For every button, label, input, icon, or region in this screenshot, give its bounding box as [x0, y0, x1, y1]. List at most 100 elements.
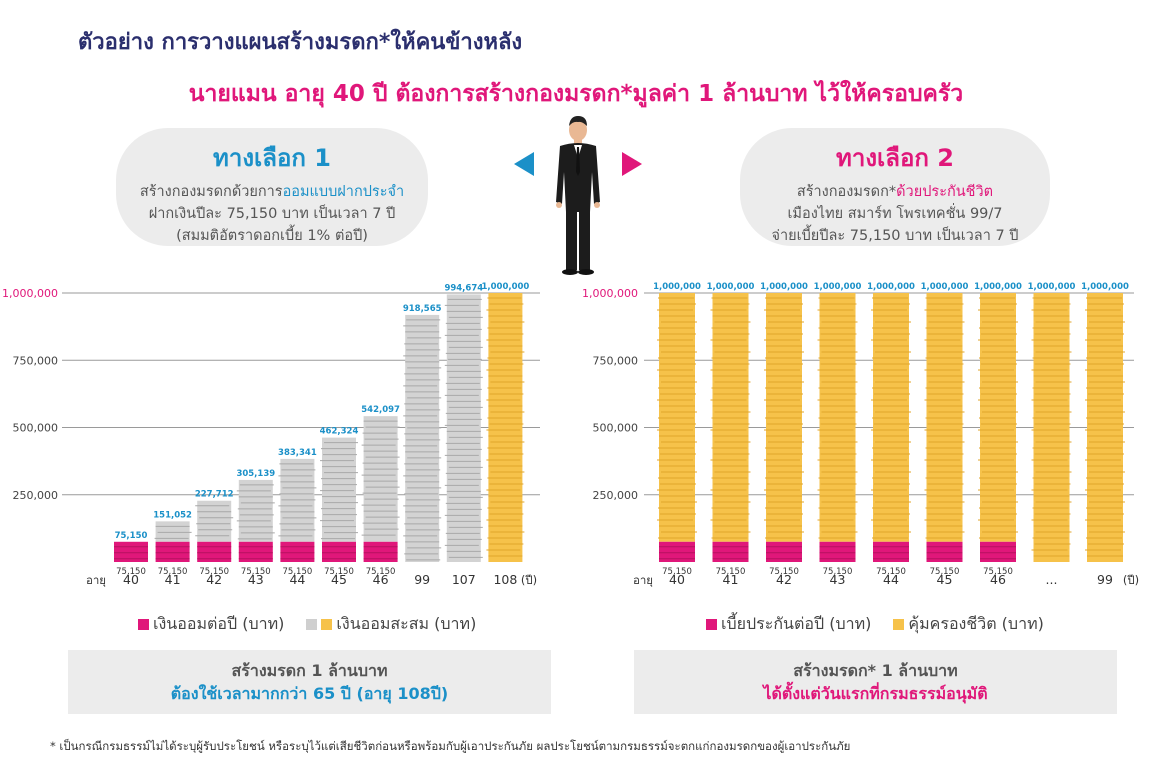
- option-1-line-2: ฝากเงินปีละ 75,150 บาท เป็นเวลา 7 ปี: [148, 206, 396, 222]
- bar-stack: [403, 314, 442, 562]
- legend-swatch-silver: [306, 619, 318, 630]
- note-1-line-1: สร้างมรดก 1 ล้านบาท: [231, 661, 388, 680]
- legend-swatch-gold-2: [893, 619, 905, 630]
- bar-base: [238, 541, 273, 562]
- bar-base: [766, 541, 802, 562]
- x-tick-label: 99: [1097, 572, 1113, 587]
- bar-top-label: 462,324: [320, 427, 359, 437]
- bar-bottom-label: 75,150: [324, 567, 354, 577]
- legend-swatch-gold: [321, 619, 333, 630]
- arrow-left-icon: [514, 152, 534, 176]
- bar-base: [980, 541, 1016, 562]
- bar-top-label: 1,000,000: [974, 282, 1022, 292]
- bar-top-label: 1,000,000: [760, 282, 808, 292]
- bar-base: [363, 541, 398, 562]
- x-tick-label: 44: [883, 572, 899, 587]
- option-2-line-2: เมืองไทย สมาร์ท โพรเทคชั่น 99/7: [787, 206, 1003, 222]
- y-tick-label: 750,000: [593, 354, 639, 367]
- bar-base: [197, 541, 232, 562]
- option-2-bubble: ทางเลือก 2 สร้างกองมรดก*ด้วยประกันชีวิต …: [740, 128, 1050, 246]
- legend-item-life-coverage: คุ้มครองชีวิต (บาท): [908, 614, 1044, 633]
- bar-base: [322, 541, 356, 562]
- bar-bottom-label: 75,150: [983, 567, 1013, 577]
- man-figure-group: [514, 116, 642, 275]
- bar-top-label: 1,000,000: [1028, 282, 1076, 292]
- bar-bottom-label: 75,150: [199, 567, 229, 577]
- bar-base: [659, 541, 695, 562]
- bar-base: [712, 541, 749, 562]
- option-2-title: ทางเลือก 2: [836, 144, 954, 172]
- x-axis-prefix: อายุ: [86, 573, 106, 587]
- bar-stack: [320, 437, 358, 542]
- bar-stack: [1031, 293, 1072, 562]
- option-1-line-3: (สมมติอัตราดอกเบี้ย 1% ต่อปี): [176, 228, 368, 244]
- bar-stack: [871, 293, 911, 542]
- bar-top-label: 1,000,000: [707, 282, 755, 292]
- bar-bottom-label: 75,150: [823, 567, 853, 577]
- option-1-line-1-highlight: ออมแบบฝากประจำ: [282, 184, 405, 200]
- footnote: * เป็นกรณีกรมธรรม์ไม่ได้ระบุผู้รับประโยช…: [50, 739, 851, 753]
- x-tick-label: 46: [990, 572, 1006, 587]
- bar-top-label: 1,000,000: [867, 282, 915, 292]
- bar-bottom-label: 75,150: [769, 567, 799, 577]
- x-tick-label: 40: [669, 572, 685, 587]
- bar-bottom-label: 75,150: [876, 567, 906, 577]
- bar-bottom-label: 75,150: [158, 567, 188, 577]
- x-tick-label: 107: [452, 572, 476, 587]
- bar-stack: [924, 293, 965, 542]
- bar-stack: [710, 293, 751, 542]
- option-1-title: ทางเลือก 1: [213, 144, 331, 172]
- bar-stack: [361, 416, 400, 542]
- bar-top-label: 994,674: [444, 283, 483, 293]
- x-axis-prefix: อายุ: [633, 573, 653, 587]
- bar-base: [280, 541, 315, 562]
- bar-bottom-label: 75,150: [716, 567, 746, 577]
- bar-stack: [764, 293, 804, 542]
- bar-bottom-label: 75,150: [283, 567, 313, 577]
- x-tick-label: 42: [776, 572, 792, 587]
- bar-base: [819, 541, 856, 562]
- x-tick-label: 42: [206, 572, 222, 587]
- legend-chart-2: เบี้ยประกันต่อปี (บาท) คุ้มครองชีวิต (บา…: [706, 612, 1044, 637]
- bar-top-label: 1,000,000: [814, 282, 862, 292]
- bar-top-label: 1,000,000: [1081, 282, 1129, 292]
- bar-top-label: 1,000,000: [921, 282, 969, 292]
- legend-item-annual-saving: เงินออมต่อปี (บาท): [153, 614, 285, 633]
- note-1-line-2: ต้องใช้เวลามากกว่า 65 ปี (อายุ 108ปี): [170, 684, 449, 703]
- page-title: ตัวอย่าง การวางแผนสร้างมรดก*ให้คนข้างหลั…: [78, 30, 523, 55]
- bar-top-label: 1,000,000: [653, 282, 701, 292]
- bar-base: [873, 541, 909, 562]
- x-tick-label: 45: [331, 572, 347, 587]
- bar-stack: [486, 293, 525, 562]
- bar-top-label: 1,000,000: [481, 282, 529, 292]
- bar-bottom-label: 75,150: [366, 567, 396, 577]
- bar-stack: [236, 479, 275, 542]
- arrow-right-icon: [622, 152, 642, 176]
- bar-stack: [154, 521, 192, 542]
- bar-top-label: 305,139: [236, 469, 275, 479]
- legend-swatch-pink: [138, 619, 149, 630]
- y-tick-label: 750,000: [13, 354, 59, 367]
- x-tick-label: 41: [165, 572, 181, 587]
- legend-chart-1: เงินออมต่อปี (บาท) เงินออมสะสม (บาท): [138, 612, 476, 637]
- y-tick-label: 250,000: [593, 489, 639, 502]
- option-1-bubble: ทางเลือก 1 สร้างกองมรดกด้วยการออมแบบฝากป…: [116, 128, 428, 246]
- bar-top-label: 542,097: [361, 405, 400, 415]
- x-tick-label: 45: [937, 572, 953, 587]
- bar-top-label: 918,565: [403, 304, 442, 314]
- y-tick-label: 1,000,000: [2, 287, 58, 300]
- bar-stack: [817, 293, 858, 542]
- bar-bottom-label: 75,150: [662, 567, 692, 577]
- bar-top-label: 75,150: [115, 531, 148, 541]
- chart-option-2: 250,000 500,000 750,000 1,000,000 75,150 1,00…: [582, 282, 1139, 587]
- page-subtitle: นายแมน อายุ 40 ปี ต้องการสร้างกองมรดก*มู…: [188, 81, 964, 107]
- x-tick-label: 108: [493, 572, 517, 587]
- note-option-1: สร้างมรดก 1 ล้านบาท ต้องใช้เวลามากกว่า 6…: [68, 650, 551, 714]
- option-1-line-1-prefix: สร้างกองมรดกด้วยการ: [139, 184, 283, 200]
- x-axis-unit: (ปี): [521, 573, 537, 587]
- bar-stack: [657, 293, 697, 542]
- x-tick-label: 99: [414, 572, 430, 587]
- bar-stack: [278, 458, 317, 542]
- bar-bottom-label: 75,150: [930, 567, 960, 577]
- option-2-line-1-prefix: สร้างกองมรดก*: [796, 184, 897, 200]
